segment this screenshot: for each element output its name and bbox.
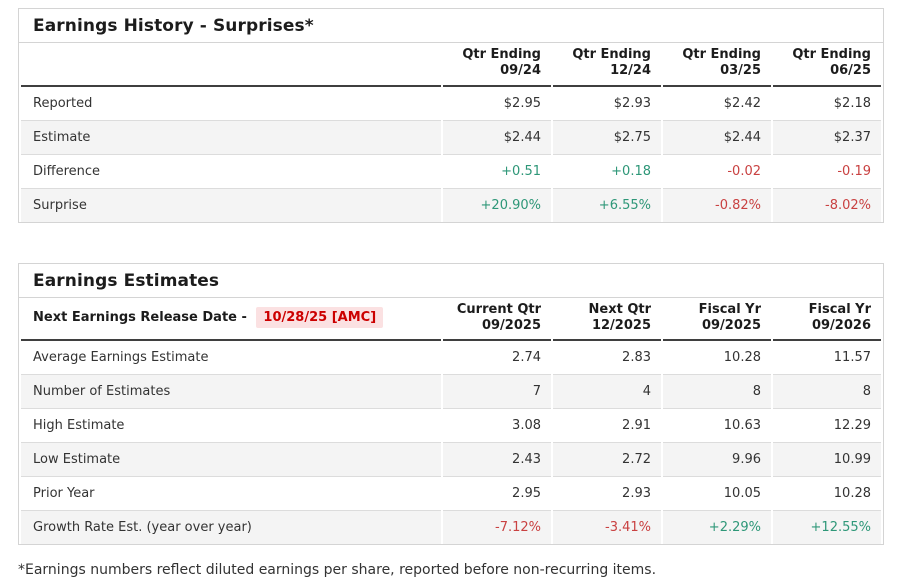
- surprise-value: +20.90%: [443, 188, 551, 222]
- low-estimate-value: 10.99: [773, 443, 881, 477]
- earnings-estimates-card: Earnings Estimates Next Earnings Release…: [18, 262, 884, 545]
- estimate-value: $2.37: [773, 120, 881, 155]
- table-row-high-estimate: High Estimate 3.08 2.91 10.63 12.29: [21, 409, 881, 443]
- earnings-history-card: Earnings History - Surprises* Qtr Ending…: [18, 8, 884, 223]
- earnings-history-table: Qtr Ending 09/24 Qtr Ending 12/24 Qtr En…: [19, 43, 883, 222]
- estimate-value: $2.44: [443, 120, 551, 155]
- row-label: Number of Estimates: [21, 375, 441, 409]
- table-row-low-estimate: Low Estimate 2.43 2.72 9.96 10.99: [21, 443, 881, 477]
- row-label: Average Earnings Estimate: [21, 341, 441, 375]
- table-row-estimate: Estimate $2.44 $2.75 $2.44 $2.37: [21, 120, 881, 155]
- table-row-number-of-estimates: Number of Estimates 7 4 8 8: [21, 375, 881, 409]
- avg-estimate-value: 2.74: [443, 341, 551, 375]
- difference-value: -0.19: [773, 154, 881, 189]
- growth-rate-value: +2.29%: [663, 511, 771, 544]
- column-header-qtr-0924: Qtr Ending 09/24: [443, 43, 551, 87]
- estimate-value: $2.44: [663, 120, 771, 155]
- table-row-average-earnings-estimate: Average Earnings Estimate 2.74 2.83 10.2…: [21, 341, 881, 375]
- estimate-value: $2.75: [553, 120, 661, 155]
- low-estimate-value: 2.72: [553, 443, 661, 477]
- column-header-next-qtr: Next Qtr 12/2025: [553, 298, 661, 341]
- surprise-value: -0.82%: [663, 188, 771, 222]
- reported-value: $2.95: [443, 86, 551, 121]
- table-row-prior-year: Prior Year 2.95 2.93 10.05 10.28: [21, 477, 881, 511]
- next-earnings-release-cell: Next Earnings Release Date - 10/28/25 [A…: [21, 298, 441, 341]
- column-header-qtr-1224: Qtr Ending 12/24: [553, 43, 661, 87]
- high-estimate-value: 10.63: [663, 409, 771, 443]
- prior-year-value: 10.28: [773, 477, 881, 511]
- num-estimates-value: 8: [663, 375, 771, 409]
- release-date-label: Next Earnings Release Date -: [33, 309, 247, 325]
- num-estimates-value: 8: [773, 375, 881, 409]
- row-label: High Estimate: [21, 409, 441, 443]
- reported-value: $2.42: [663, 86, 771, 121]
- release-date-badge: 10/28/25 [AMC]: [256, 306, 384, 328]
- surprise-value: +6.55%: [553, 188, 661, 222]
- num-estimates-value: 4: [553, 375, 661, 409]
- column-header-fiscal-yr-2025: Fiscal Yr 09/2025: [663, 298, 771, 341]
- row-label: Estimate: [21, 120, 441, 155]
- earnings-estimates-table: Next Earnings Release Date - 10/28/25 [A…: [19, 298, 883, 544]
- row-label: Prior Year: [21, 477, 441, 511]
- row-label: Growth Rate Est. (year over year): [21, 511, 441, 544]
- table-row-surprise: Surprise +20.90% +6.55% -0.82% -8.02%: [21, 188, 881, 222]
- row-label: Low Estimate: [21, 443, 441, 477]
- high-estimate-value: 3.08: [443, 409, 551, 443]
- table-row-reported: Reported $2.95 $2.93 $2.42 $2.18: [21, 86, 881, 121]
- column-header-current-qtr: Current Qtr 09/2025: [443, 298, 551, 341]
- column-header-fiscal-yr-2026: Fiscal Yr 09/2026: [773, 298, 881, 341]
- difference-value: +0.18: [553, 154, 661, 189]
- high-estimate-value: 12.29: [773, 409, 881, 443]
- avg-estimate-value: 10.28: [663, 341, 771, 375]
- header-row: Next Earnings Release Date - 10/28/25 [A…: [21, 298, 881, 341]
- row-label: Reported: [21, 86, 441, 121]
- column-header-qtr-0325: Qtr Ending 03/25: [663, 43, 771, 87]
- avg-estimate-value: 2.83: [553, 341, 661, 375]
- growth-rate-value: -7.12%: [443, 511, 551, 544]
- prior-year-value: 2.93: [553, 477, 661, 511]
- surprise-value: -8.02%: [773, 188, 881, 222]
- earnings-footnote: *Earnings numbers reflect diluted earnin…: [18, 562, 657, 578]
- table-row-growth-rate: Growth Rate Est. (year over year) -7.12%…: [21, 511, 881, 544]
- low-estimate-value: 9.96: [663, 443, 771, 477]
- header-row: Qtr Ending 09/24 Qtr Ending 12/24 Qtr En…: [21, 43, 881, 87]
- prior-year-value: 2.95: [443, 477, 551, 511]
- prior-year-value: 10.05: [663, 477, 771, 511]
- empty-header-cell: [21, 43, 441, 87]
- table-row-difference: Difference +0.51 +0.18 -0.02 -0.19: [21, 154, 881, 189]
- low-estimate-value: 2.43: [443, 443, 551, 477]
- avg-estimate-value: 11.57: [773, 341, 881, 375]
- row-label: Difference: [21, 154, 441, 189]
- row-label: Surprise: [21, 188, 441, 222]
- earnings-history-title: Earnings History - Surprises*: [19, 9, 883, 43]
- difference-value: +0.51: [443, 154, 551, 189]
- reported-value: $2.93: [553, 86, 661, 121]
- growth-rate-value: -3.41%: [553, 511, 661, 544]
- reported-value: $2.18: [773, 86, 881, 121]
- high-estimate-value: 2.91: [553, 409, 661, 443]
- column-header-qtr-0625: Qtr Ending 06/25: [773, 43, 881, 87]
- earnings-estimates-title: Earnings Estimates: [19, 264, 883, 298]
- difference-value: -0.02: [663, 154, 771, 189]
- num-estimates-value: 7: [443, 375, 551, 409]
- growth-rate-value: +12.55%: [773, 511, 881, 544]
